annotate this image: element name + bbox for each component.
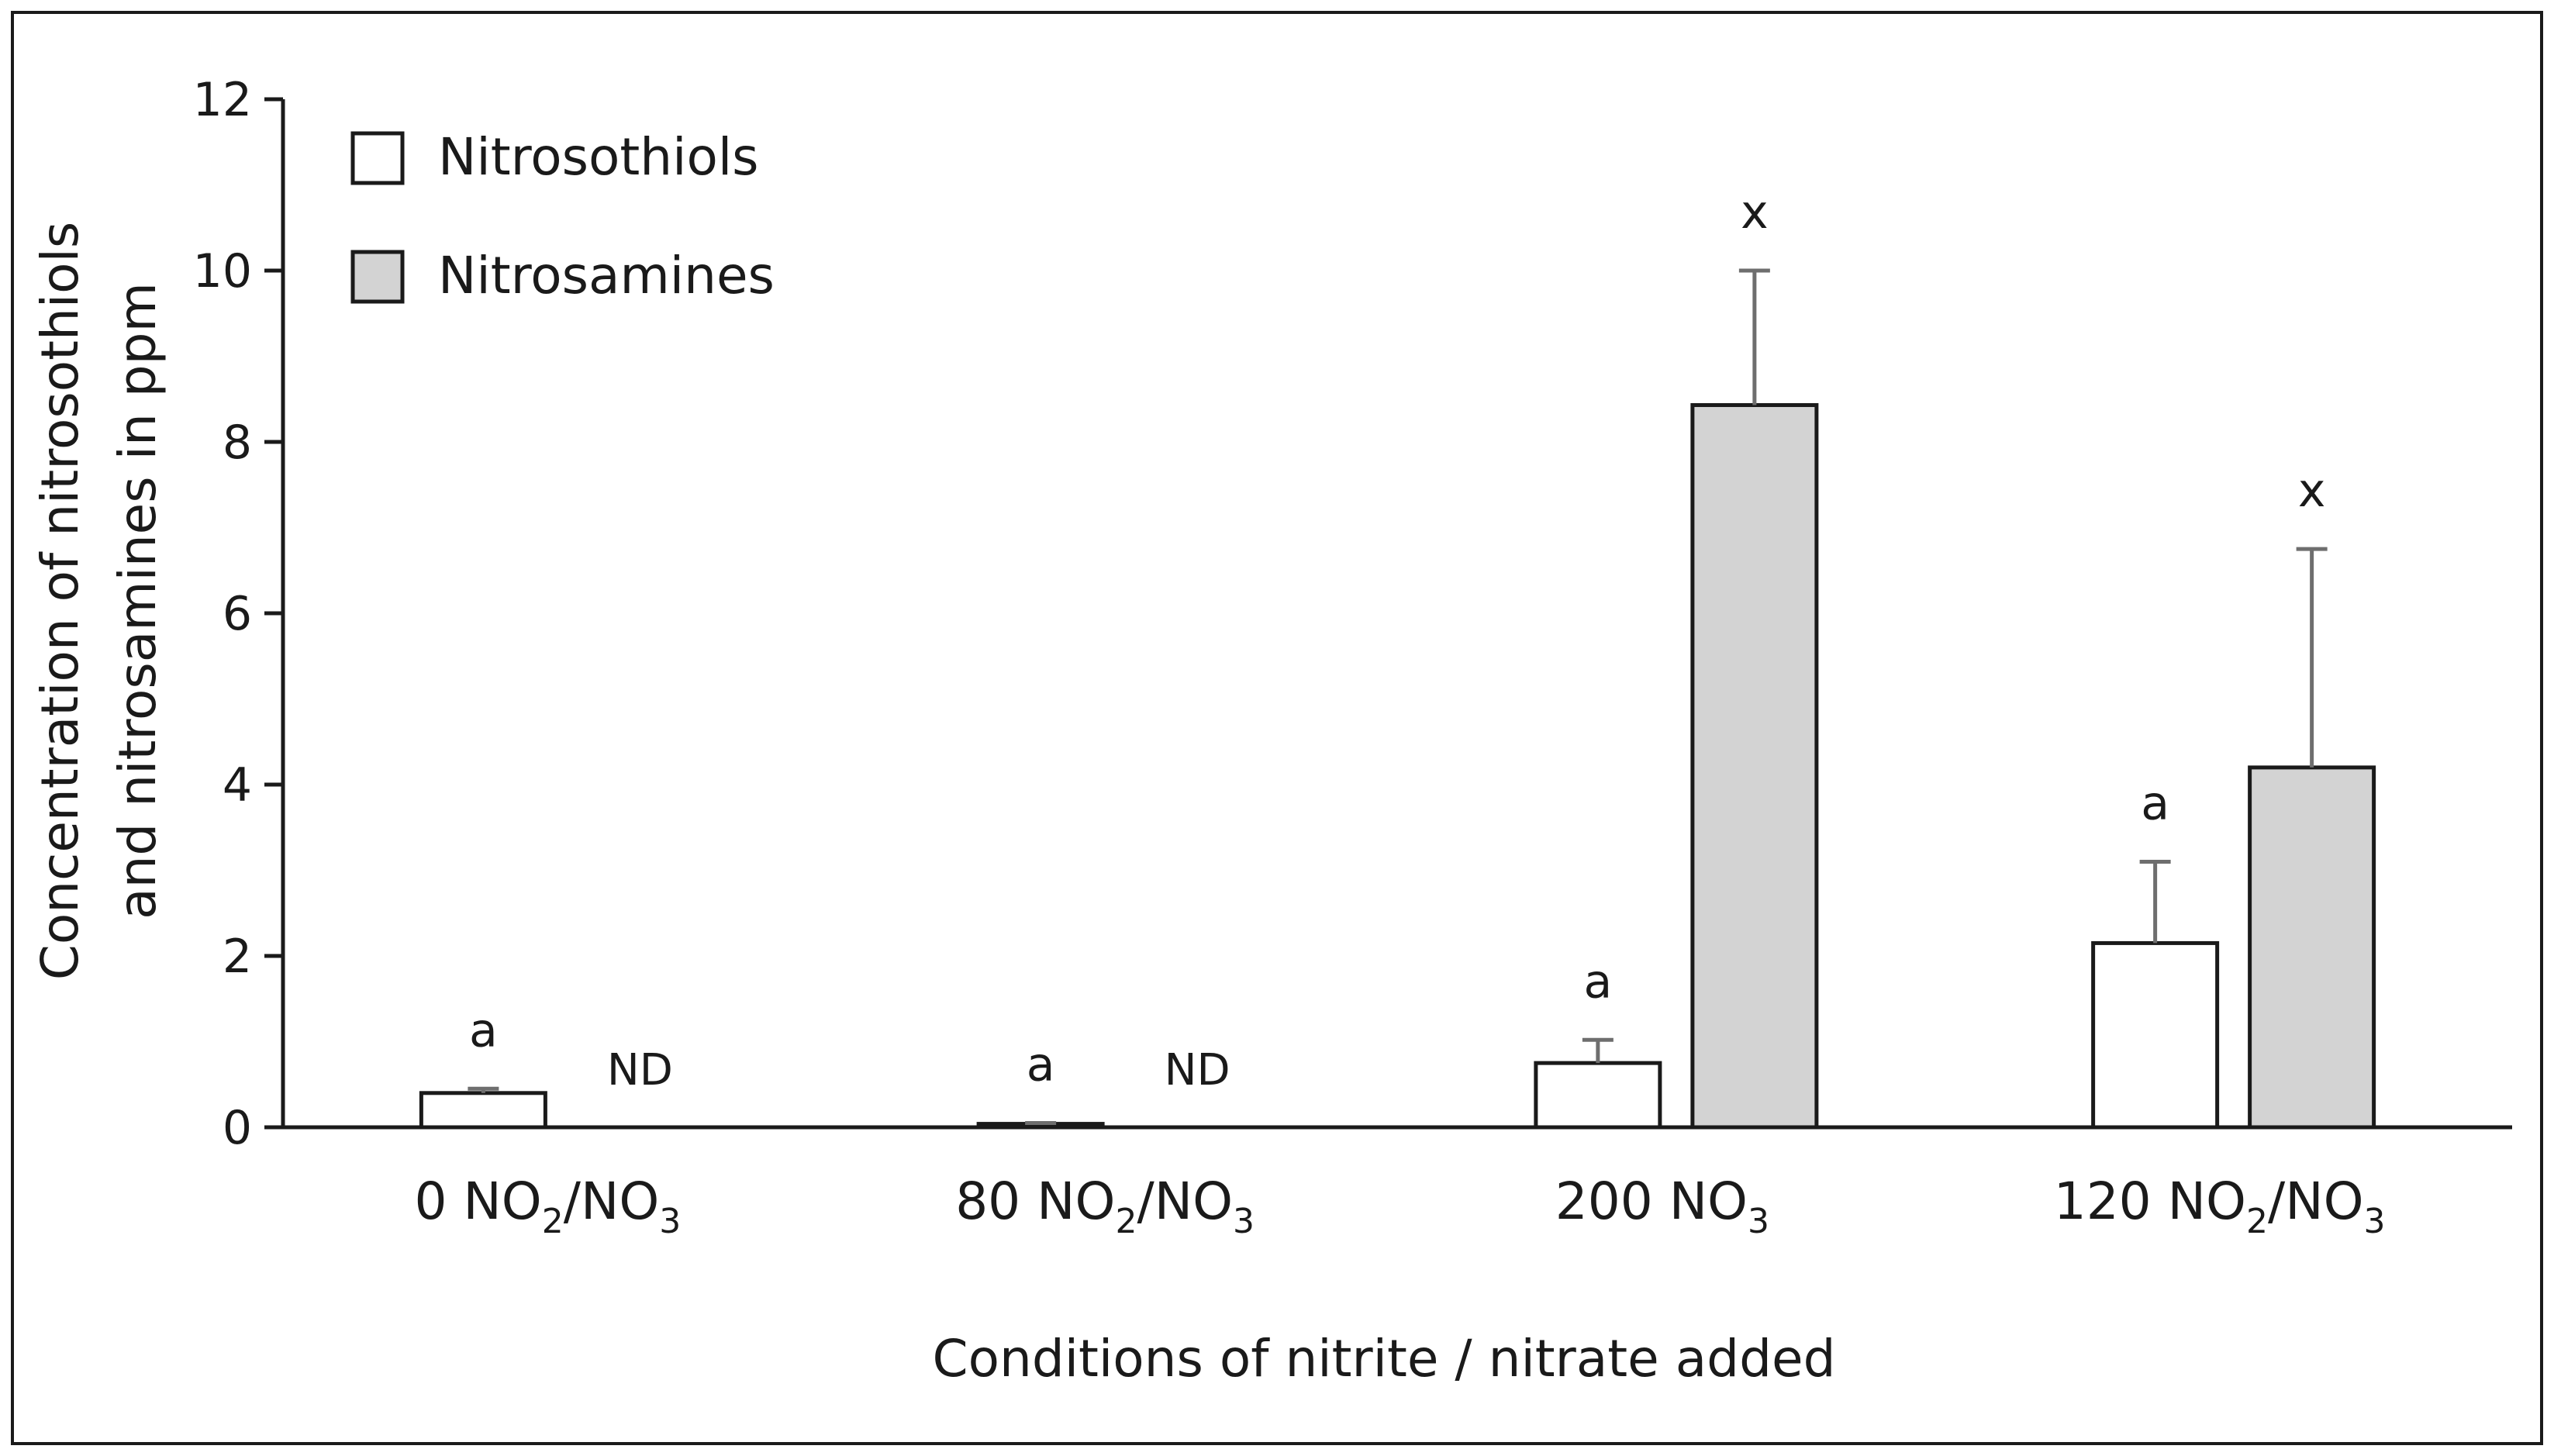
bar-nitrosamines [1690, 402, 1819, 1130]
legend-label-nitrosamines: Nitrosamines [438, 246, 775, 305]
error-bars [468, 268, 2328, 1125]
legend-swatch-nitrosamines [350, 250, 405, 304]
y-axis-title-line-2: and nitrosamines in ppm [108, 282, 167, 919]
y-tick-label: 6 [223, 587, 252, 641]
legend-swatch-nitrosothiols [350, 131, 405, 185]
x-tick-label: 80 NO2/NO3 [955, 1171, 1255, 1241]
not-detected-label: ND [607, 1045, 673, 1095]
significance-label: a [2141, 776, 2169, 830]
bar-nitrosothiols [419, 1091, 547, 1130]
not-detected-label: ND [1165, 1045, 1230, 1095]
x-axis: 0 NO2/NO3 80 NO2/NO3 200 NO3 120 NO2/NO3 [283, 1125, 2512, 1241]
y-tick-label: 2 [223, 930, 252, 984]
y-axis-title: Concentration of nitrosothiols and nitro… [30, 222, 167, 981]
y-axis-title-line-1: Concentration of nitrosothiols [30, 222, 90, 981]
legend: Nitrosothiols Nitrosamines [350, 127, 775, 305]
significance-label: x [1741, 185, 1769, 240]
significance-label: x [2298, 464, 2326, 518]
significance-label: a [1027, 1037, 1055, 1092]
x-axis-title: Conditions of nitrite / nitrate added [933, 1329, 1836, 1389]
bar-nitrosothiols [1534, 1061, 1662, 1130]
x-tick-label: 120 NO2/NO3 [2054, 1171, 2386, 1241]
x-tick-label: 0 NO2/NO3 [414, 1171, 681, 1241]
bar-nitrosothiols [2091, 940, 2220, 1130]
y-tick-label: 12 [193, 73, 252, 127]
significance-label: a [469, 1003, 498, 1057]
x-tick-label: 200 NO3 [1555, 1171, 1769, 1241]
y-tick-label: 0 [223, 1101, 252, 1155]
y-axis: 0 2 4 6 8 10 12 [193, 73, 285, 1155]
y-tick-label: 4 [223, 758, 252, 813]
legend-label-nitrosothiols: Nitrosothiols [438, 127, 759, 187]
bar-nitrosamines [2248, 765, 2376, 1130]
y-tick-label: 10 [193, 244, 252, 298]
chart-frame [11, 11, 2543, 1445]
significance-labels: a a a a ND ND x x [469, 185, 2325, 1095]
significance-label: a [1583, 954, 1612, 1009]
y-tick-label: 8 [223, 416, 252, 470]
